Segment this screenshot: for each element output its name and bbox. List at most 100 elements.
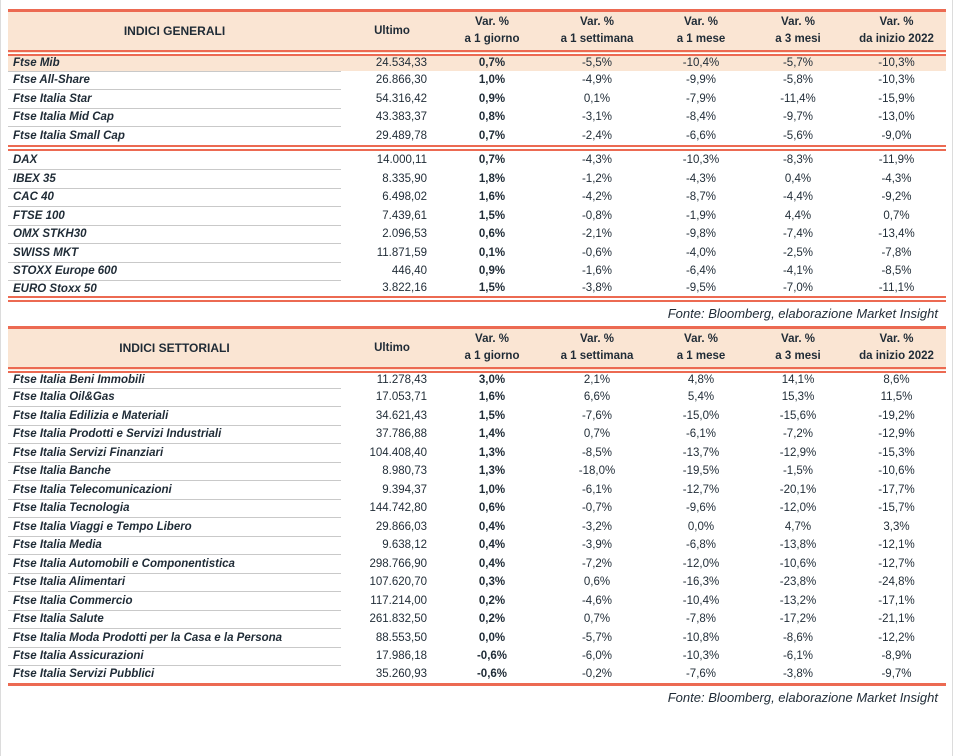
index-name: Ftse Italia Media — [8, 536, 341, 555]
var-pct-value: -4,9% — [581, 74, 613, 87]
var-pct-value: -15,7% — [878, 502, 915, 515]
var-pct-value: -1,6% — [581, 265, 613, 278]
var-pct-value: 6,6% — [583, 391, 611, 404]
var-pct-value: -13,0% — [878, 111, 915, 124]
var-pct-value: -5,7% — [581, 631, 613, 644]
var-pct-value: -17,1% — [878, 594, 915, 607]
var-pct-value: 4,8% — [687, 374, 715, 387]
period-label: da inizio 2022 — [859, 32, 934, 45]
var-pct-value: 1,5% — [478, 209, 506, 222]
var-pct-value: -12,9% — [779, 446, 817, 459]
index-name: CAC 40 — [8, 188, 341, 207]
var-pct-value: -6,1% — [581, 483, 613, 496]
table-row: Ftse Italia Viaggi e Tempo Libero 29.866,… — [8, 517, 946, 537]
index-name: Ftse Italia Star — [8, 89, 341, 109]
var-pct-value: 2,1% — [583, 374, 611, 387]
period-label: a 3 mesi — [775, 32, 821, 45]
var-pct-value: 1,6% — [478, 391, 506, 404]
period-label: a 1 mese — [676, 349, 726, 362]
var-pct-value: -4,1% — [782, 265, 814, 278]
period-label: a 1 giorno — [464, 349, 520, 362]
var-pct-value: 0,4% — [478, 557, 506, 570]
var-pct-value: 0,6% — [478, 502, 506, 515]
table-body: Ftse Italia Beni Immobili 11.278,43 3,0% 2,… — [8, 369, 946, 685]
table-title: INDICI GENERALI — [8, 10, 341, 56]
ultimo-value: 9.394,37 — [382, 483, 427, 496]
var-pct-value: -10,4% — [682, 594, 720, 607]
var-pct-value: -5,7% — [749, 52, 847, 71]
var-pct-value: 3,3% — [883, 520, 910, 533]
index-name: Ftse Italia Small Cap — [13, 130, 125, 142]
var-pct-value: -3,1% — [581, 111, 613, 124]
index-name: Ftse Italia Automobili e Componentistica — [8, 554, 341, 574]
table-row: Ftse Italia Tecnologia 144.742,80 0,6% -0,7… — [8, 499, 946, 518]
table-row: Ftse Italia Moda Prodotti per la Casa e … — [8, 628, 946, 648]
table-row: Ftse All-Share 26.866,30 1,0% -4,9% -9,9% -5,… — [8, 71, 946, 90]
var-pct-value: -19,5% — [682, 465, 720, 478]
var-pct-value: -9,6% — [685, 502, 717, 515]
index-name: Ftse Italia Servizi Pubblici — [13, 668, 155, 681]
var-pct-value: -7,6% — [685, 668, 717, 680]
var-pct-value: -6,8% — [685, 539, 717, 552]
ultimo-value: 298.766,90 — [369, 557, 427, 570]
col-header-var-3-mesi: Var. % a 3 mesi — [749, 10, 847, 56]
var-pct-value: -13,8% — [779, 539, 817, 552]
ultimo-value: 104.408,40 — [369, 446, 427, 459]
index-name: Ftse Italia Telecomunicazioni — [8, 480, 341, 500]
ultimo-value: 144.742,80 — [369, 502, 427, 515]
table-row: SWISS MKT 11.871,59 0,1% -0,6% -4,0% -2,5% -7,… — [8, 243, 946, 263]
ultimo-value: 107.620,70 — [369, 576, 427, 589]
var-pct-value: 0,0% — [478, 631, 506, 644]
ultimo-value: 261.832,50 — [369, 613, 427, 626]
group-separator — [8, 145, 946, 151]
var-pct-value: -2,5% — [782, 246, 814, 259]
var-pct-value: -13,4% — [878, 228, 915, 241]
var-pct-value: -13,2% — [779, 594, 817, 607]
var-pct-value: 0,9% — [478, 92, 506, 105]
ultimo-value: 37.786,88 — [375, 428, 427, 441]
var-pct-value: -8,5% — [581, 446, 613, 459]
var-pct-value: 1,5% — [478, 282, 506, 295]
var-pct-value: -4,2% — [581, 191, 613, 204]
table-row: Ftse Italia Automobili e Componentistica… — [8, 554, 946, 574]
var-pct-value: 0,4% — [478, 520, 506, 533]
var-pct-value: -24,8% — [878, 576, 915, 589]
col-header-ultimo: Ultimo — [341, 10, 443, 56]
source-note: Fonte: Bloomberg, elaborazione Market In… — [667, 306, 938, 321]
var-pct-value: -2,4% — [581, 129, 613, 142]
index-name: Ftse Italia Tecnologia — [8, 499, 341, 518]
table-row: CAC 40 6.498,02 1,6% -4,2% -8,7% -4,4% -9,2% — [8, 188, 946, 207]
table-row: Ftse Italia Alimentari 107.620,70 0,3% 0,6%… — [8, 573, 946, 592]
var-pct-value: -5,6% — [782, 129, 814, 142]
var-pct-value: -10,3% — [682, 650, 720, 663]
table-row: Ftse Italia Mid Cap 43.383,37 0,8% -3,1% -8,… — [8, 108, 946, 127]
index-name: Ftse Italia Assicurazioni — [8, 647, 341, 666]
var-pct-value: -7,8% — [881, 246, 912, 259]
col-header-da-inizio-2022: Var. % da inizio 2022 — [847, 10, 946, 56]
var-label: Var. % — [684, 332, 718, 345]
var-pct-value: -3,8% — [782, 668, 814, 680]
var-pct-value: -7,9% — [685, 92, 717, 105]
var-pct-value: -0,7% — [581, 502, 613, 515]
var-pct-value: -6,0% — [581, 650, 613, 663]
index-name: Ftse All-Share — [8, 71, 341, 90]
header-row: INDICI GENERALI Ultimo Var. % a 1 giorno… — [8, 10, 946, 56]
var-pct-value: -5,5% — [541, 52, 653, 71]
var-pct-value: -0,2% — [581, 668, 613, 680]
col-header-var-1-giorno: Var. % a 1 giorno — [443, 327, 541, 373]
var-pct-value: -10,3% — [878, 74, 915, 87]
var-pct-value: -3,9% — [581, 539, 613, 552]
index-name: Ftse Italia Banche — [8, 462, 341, 481]
var-pct-value: -15,0% — [682, 409, 720, 422]
var-pct-value: 0,2% — [478, 594, 506, 607]
var-pct-value: -4,3% — [581, 154, 613, 167]
ultimo-value: 3.822,16 — [382, 282, 427, 295]
var-pct-value: 1,4% — [478, 428, 506, 441]
table-row: Ftse Italia Telecomunicazioni 9.394,37 1,0… — [8, 480, 946, 500]
var-pct-value: -1,9% — [685, 209, 717, 222]
index-name: Ftse Italia Prodotti e Servizi Industria… — [8, 425, 341, 444]
var-pct-value: -7,8% — [685, 613, 717, 626]
col-header-var-1-giorno: Var. % a 1 giorno — [443, 10, 541, 56]
var-pct-value: 1,0% — [478, 483, 506, 496]
table-row: FTSE 100 7.439,61 1,5% -0,8% -1,9% 4,4% 0,7% — [8, 206, 946, 226]
